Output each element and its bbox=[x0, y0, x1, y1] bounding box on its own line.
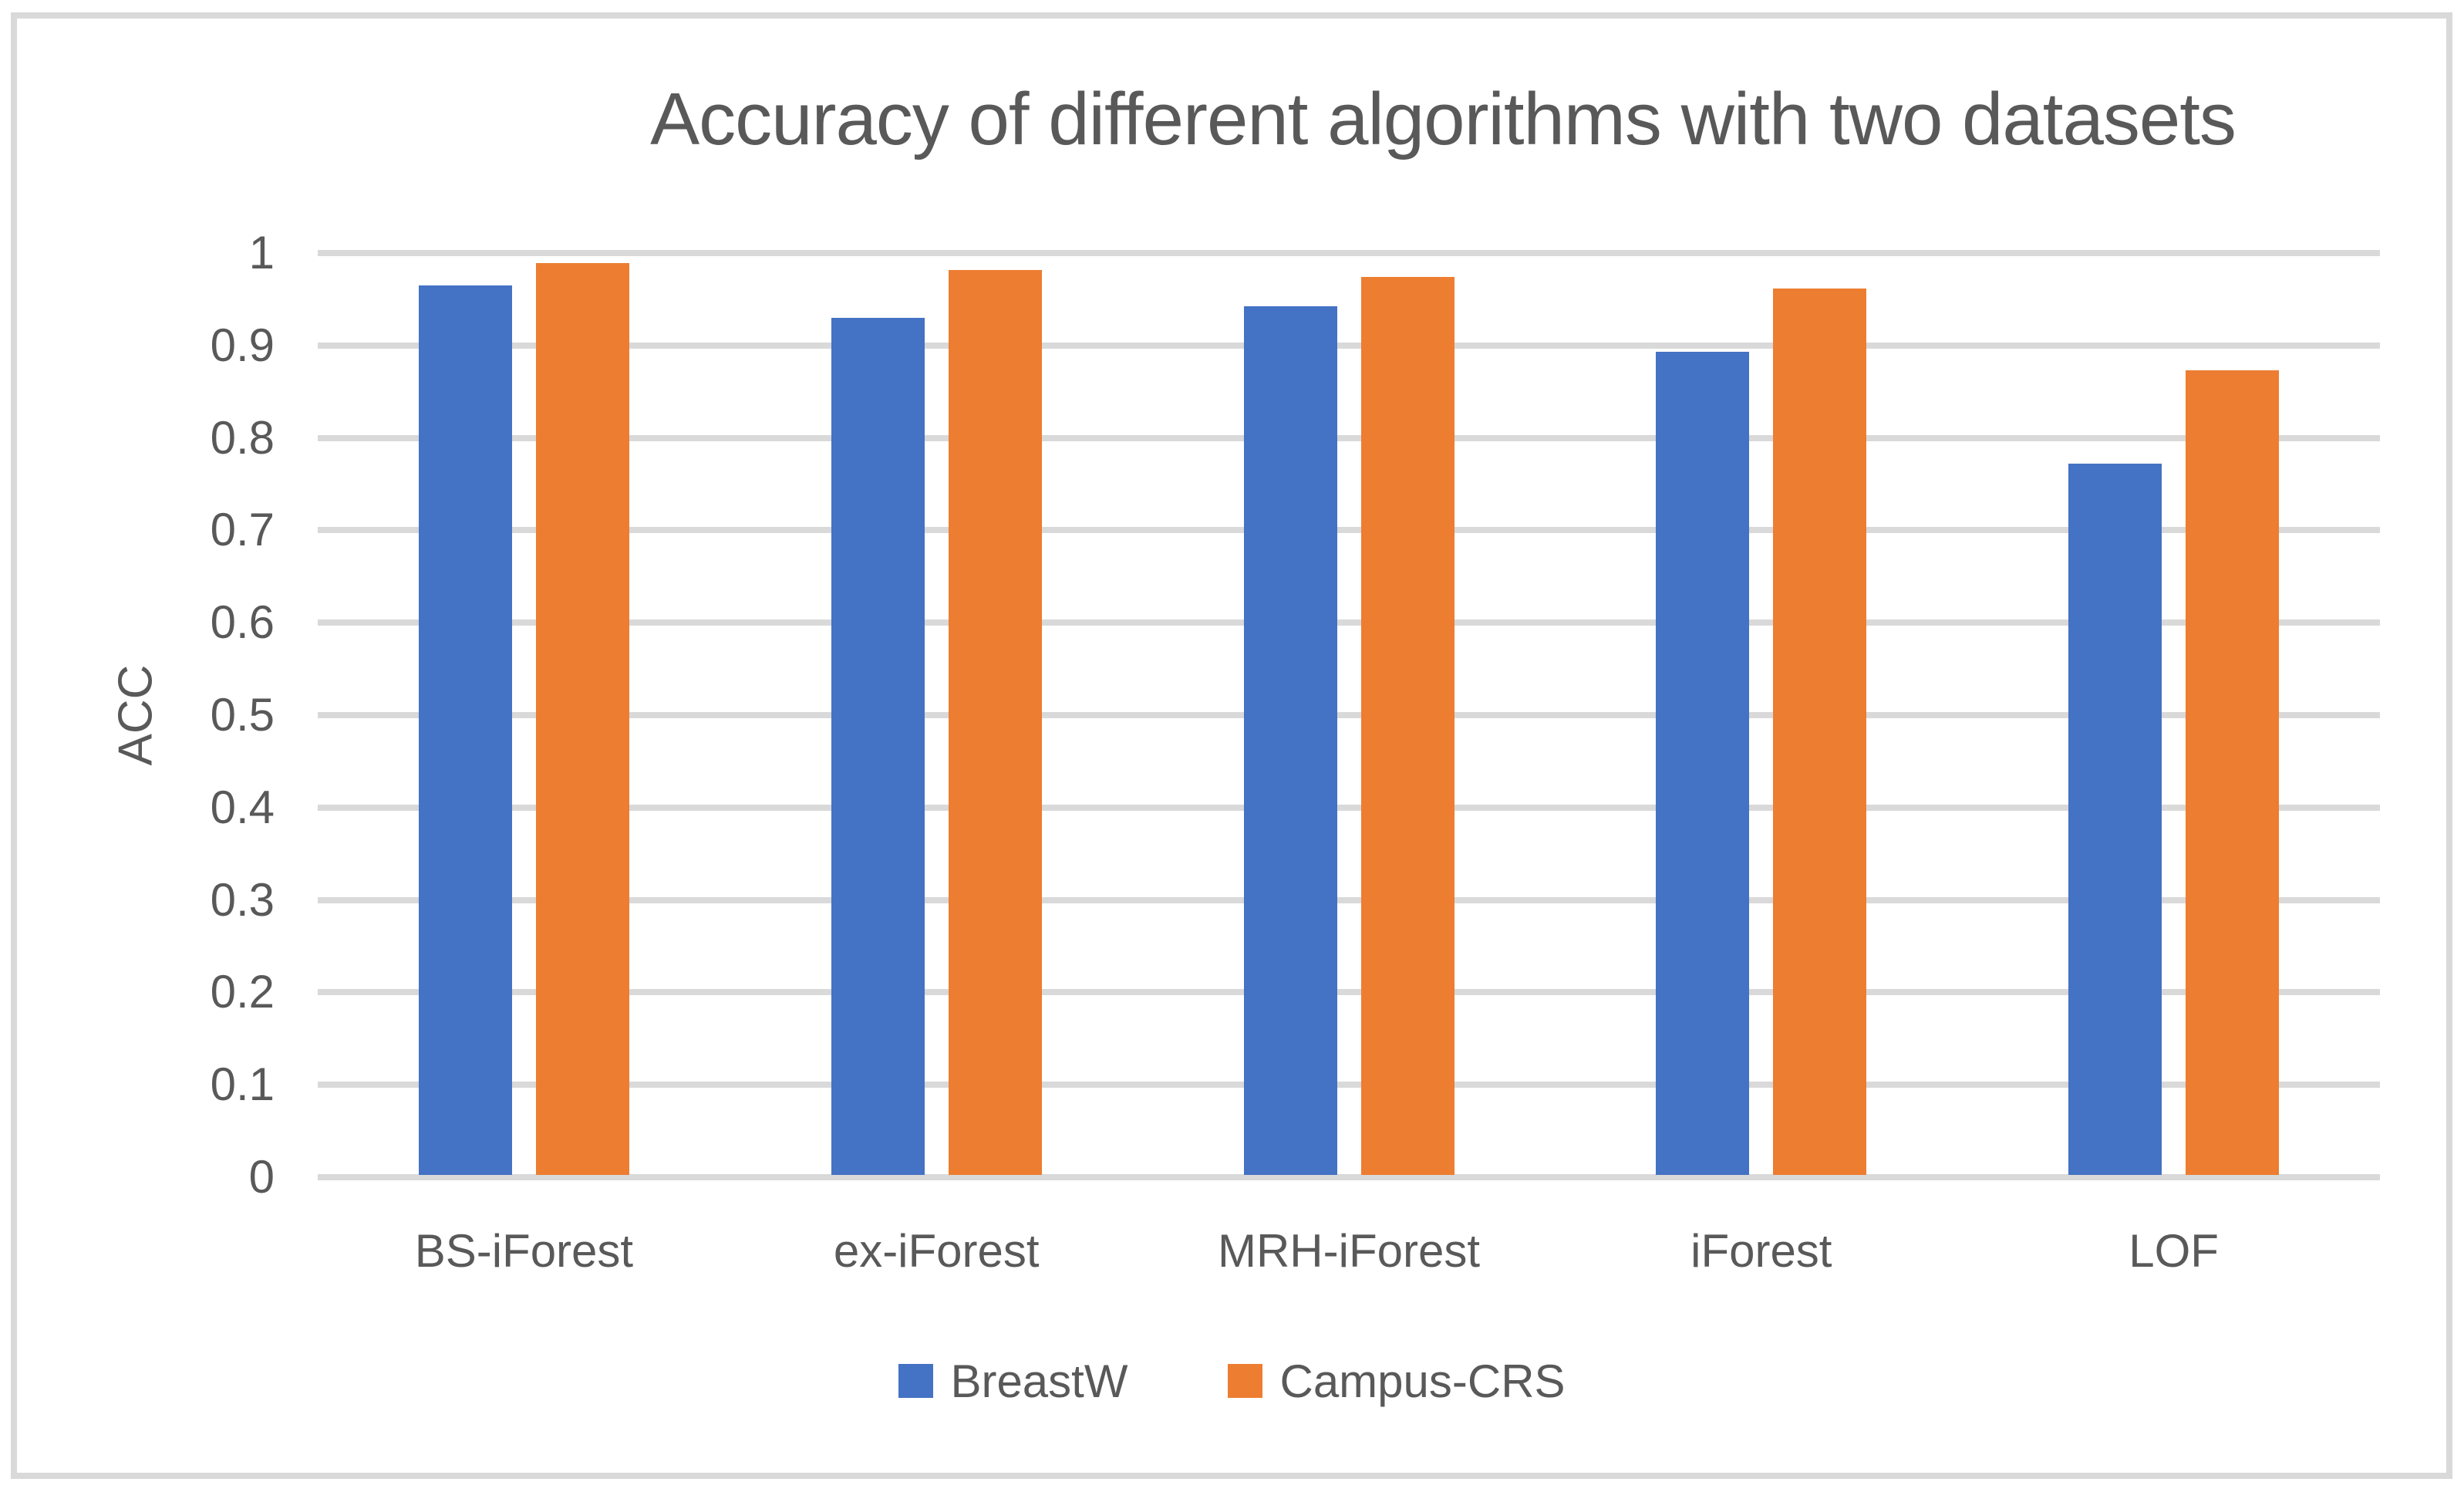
bar-campus-crs-ex-iforest bbox=[948, 269, 1042, 1175]
bar-breastw-bs-iforest bbox=[418, 285, 512, 1175]
legend-swatch-icon bbox=[898, 1364, 934, 1398]
chart-title: Accuracy of different algorithms with tw… bbox=[650, 78, 2236, 160]
bar-campus-crs-lof bbox=[2186, 370, 2280, 1175]
y-tick-label: 0.4 bbox=[210, 781, 275, 833]
gridline bbox=[318, 712, 2380, 718]
legend-item-campus-crs: Campus-CRS bbox=[1228, 1355, 1566, 1408]
y-tick-label: 0.5 bbox=[210, 689, 275, 741]
legend: BreastW Campus-CRS bbox=[0, 1353, 2464, 1409]
x-category-label: LOF bbox=[2129, 1225, 2219, 1277]
chart-border bbox=[11, 12, 2452, 1479]
gridline bbox=[318, 1082, 2380, 1089]
x-category-label: ex-iForest bbox=[833, 1225, 1040, 1277]
y-tick-label: 1 bbox=[248, 227, 275, 278]
y-tick-label: 0.7 bbox=[210, 504, 275, 556]
bar-breastw-lof bbox=[2068, 464, 2162, 1175]
gridline bbox=[318, 1174, 2380, 1180]
gridline bbox=[318, 527, 2380, 534]
bar-breastw-mrh-iforest bbox=[1243, 306, 1337, 1175]
legend-swatch-icon bbox=[1228, 1364, 1263, 1398]
legend-label: BreastW bbox=[950, 1355, 1128, 1407]
gridline bbox=[318, 619, 2380, 626]
x-category-label: iForest bbox=[1690, 1225, 1832, 1277]
y-tick-label: 0.6 bbox=[210, 596, 275, 649]
gridline bbox=[318, 250, 2380, 256]
x-category-label: MRH-iForest bbox=[1218, 1225, 1480, 1277]
bar-campus-crs-mrh-iforest bbox=[1360, 277, 1454, 1175]
y-tick-label: 0.8 bbox=[210, 411, 275, 464]
bar-breastw-iforest bbox=[1656, 352, 1750, 1175]
y-tick-label: 0.1 bbox=[210, 1058, 275, 1111]
y-tick-label: 0.9 bbox=[210, 319, 275, 371]
y-tick-label: 0.3 bbox=[210, 873, 275, 926]
y-tick-label: 0.2 bbox=[210, 966, 275, 1018]
legend-label: Campus-CRS bbox=[1279, 1355, 1566, 1407]
x-category-label: BS-iForest bbox=[414, 1225, 634, 1277]
gridline bbox=[318, 989, 2380, 996]
bar-campus-crs-iforest bbox=[1773, 288, 1867, 1175]
gridline bbox=[318, 804, 2380, 811]
bar-breastw-ex-iforest bbox=[831, 317, 925, 1175]
legend-item-breastw: BreastW bbox=[898, 1355, 1128, 1408]
y-tick-label: 0 bbox=[248, 1151, 275, 1203]
gridline bbox=[318, 434, 2380, 441]
gridline bbox=[318, 342, 2380, 349]
bar-campus-crs-bs-iforest bbox=[535, 263, 629, 1175]
gridline bbox=[318, 896, 2380, 903]
